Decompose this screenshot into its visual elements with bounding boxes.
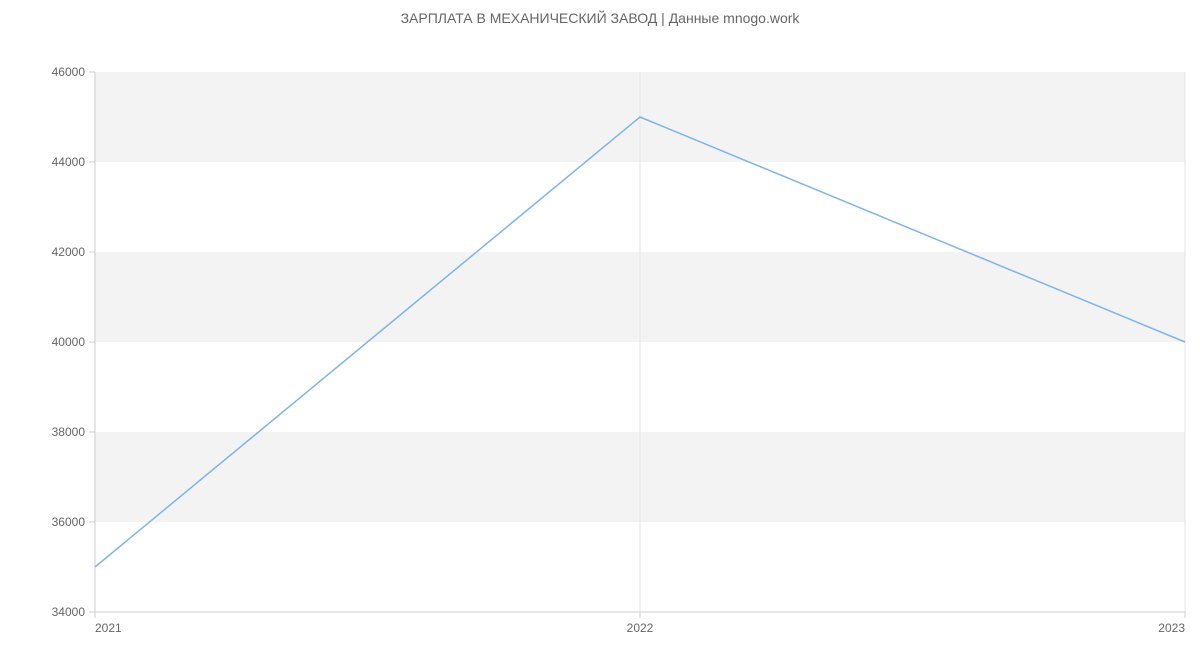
x-tick-label: 2023 xyxy=(1158,621,1185,635)
line-chart: 34000 36000 38000 40000 42000 44000 46000 2021 2… xyxy=(0,30,1200,650)
y-tick-label: 38000 xyxy=(52,425,86,439)
chart-title: ЗАРПЛАТА В МЕХАНИЧЕСКИЙ ЗАВОД | Данные m… xyxy=(0,0,1200,30)
y-tick-label: 34000 xyxy=(52,605,86,619)
y-tick-label: 42000 xyxy=(52,245,86,259)
x-tick-label: 2022 xyxy=(627,621,654,635)
x-tick-label: 2021 xyxy=(95,621,122,635)
y-tick-label: 44000 xyxy=(52,155,86,169)
y-tick-label: 46000 xyxy=(52,65,86,79)
chart-container: 34000 36000 38000 40000 42000 44000 46000 2021 2… xyxy=(0,30,1200,650)
y-tick-label: 36000 xyxy=(52,515,86,529)
y-tick-label: 40000 xyxy=(52,335,86,349)
